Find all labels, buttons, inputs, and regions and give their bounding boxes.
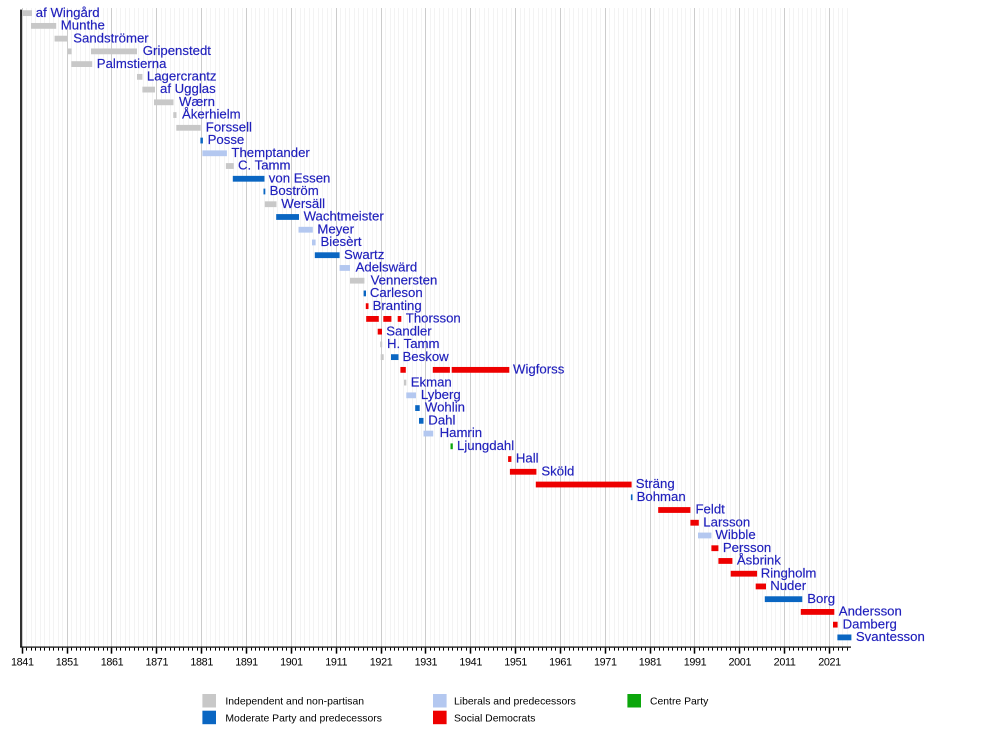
svg-text:Swartz: Swartz [344, 247, 384, 262]
svg-text:Munthe: Munthe [61, 18, 105, 33]
svg-text:1901: 1901 [280, 657, 303, 669]
svg-text:af Ugglas: af Ugglas [160, 81, 216, 96]
svg-text:2001: 2001 [728, 657, 751, 669]
svg-text:Wærn: Wærn [179, 94, 215, 109]
svg-text:Gripenstedt: Gripenstedt [143, 43, 212, 58]
svg-text:1991: 1991 [684, 657, 707, 669]
svg-text:Bohman: Bohman [637, 489, 686, 504]
svg-text:Palmstierna: Palmstierna [97, 56, 167, 71]
svg-text:Ringholm: Ringholm [761, 565, 817, 580]
svg-text:Ekman: Ekman [411, 374, 452, 389]
svg-text:Feldt: Feldt [696, 502, 726, 517]
svg-text:Svantesson: Svantesson [856, 629, 925, 644]
svg-text:Nuder: Nuder [770, 578, 807, 593]
svg-text:Damberg: Damberg [843, 616, 897, 631]
svg-text:Centre Party: Centre Party [650, 697, 709, 708]
svg-text:Social Democrats: Social Democrats [454, 713, 535, 724]
svg-text:von Essen: von Essen [269, 170, 331, 185]
svg-text:Wersäll: Wersäll [281, 196, 325, 211]
svg-text:Beskow: Beskow [403, 349, 450, 364]
svg-text:af Wingård: af Wingård [36, 5, 100, 20]
svg-text:Larsson: Larsson [703, 514, 750, 529]
svg-text:Sträng: Sträng [636, 476, 675, 491]
svg-text:1921: 1921 [370, 657, 393, 669]
svg-text:1941: 1941 [459, 657, 482, 669]
svg-text:Adelswärd: Adelswärd [356, 260, 418, 275]
svg-text:Boström: Boström [270, 183, 319, 198]
svg-text:Forssell: Forssell [206, 119, 252, 134]
svg-text:Thorsson: Thorsson [406, 311, 461, 326]
svg-text:Sandströmer: Sandströmer [73, 30, 149, 45]
svg-text:Wachtmeister: Wachtmeister [304, 209, 385, 224]
svg-text:Carleson: Carleson [370, 285, 423, 300]
svg-text:1881: 1881 [190, 657, 213, 669]
svg-text:2011: 2011 [774, 657, 796, 669]
svg-text:Posse: Posse [208, 132, 245, 147]
svg-text:Lyberg: Lyberg [421, 387, 461, 402]
svg-text:Moderate Party and predecessor: Moderate Party and predecessors [225, 713, 382, 724]
svg-text:Liberals and predecessors: Liberals and predecessors [454, 697, 576, 708]
svg-text:1981: 1981 [639, 657, 662, 669]
svg-text:Wigforss: Wigforss [513, 362, 565, 377]
svg-text:Wohlin: Wohlin [425, 400, 465, 415]
svg-text:Themptander: Themptander [231, 145, 310, 160]
svg-text:Persson: Persson [723, 540, 771, 555]
svg-text:1851: 1851 [56, 657, 79, 669]
svg-text:Wibble: Wibble [715, 527, 755, 542]
svg-text:1891: 1891 [235, 657, 258, 669]
svg-text:Lagercrantz: Lagercrantz [147, 68, 217, 83]
svg-text:Sandler: Sandler [386, 323, 432, 338]
svg-text:1961: 1961 [549, 657, 572, 669]
svg-text:Branting: Branting [373, 298, 422, 313]
svg-text:Vennersten: Vennersten [371, 272, 438, 287]
svg-text:Meyer: Meyer [317, 221, 354, 236]
svg-text:1861: 1861 [101, 657, 124, 669]
svg-text:1841: 1841 [11, 657, 34, 669]
svg-text:C. Tamm: C. Tamm [238, 158, 291, 173]
svg-text:Åkerhielm: Åkerhielm [182, 107, 241, 122]
svg-text:Åsbrink: Åsbrink [737, 553, 781, 568]
svg-text:Dahl: Dahl [428, 412, 455, 427]
svg-text:Borg: Borg [807, 591, 835, 606]
svg-text:Andersson: Andersson [839, 604, 902, 619]
svg-text:Hall: Hall [516, 451, 539, 466]
svg-text:1951: 1951 [504, 657, 527, 669]
svg-text:H. Tamm: H. Tamm [387, 336, 440, 351]
svg-text:2021: 2021 [818, 657, 841, 669]
svg-text:Independent and non-partisan: Independent and non-partisan [225, 697, 364, 708]
svg-text:1911: 1911 [325, 657, 347, 669]
svg-text:Ljungdahl: Ljungdahl [457, 438, 514, 453]
svg-text:Hamrin: Hamrin [440, 425, 483, 440]
svg-text:Sköld: Sköld [541, 463, 574, 478]
svg-text:Biesèrt: Biesèrt [321, 234, 362, 249]
svg-text:1971: 1971 [594, 657, 617, 669]
svg-text:1871: 1871 [145, 657, 168, 669]
svg-text:1931: 1931 [415, 657, 438, 669]
